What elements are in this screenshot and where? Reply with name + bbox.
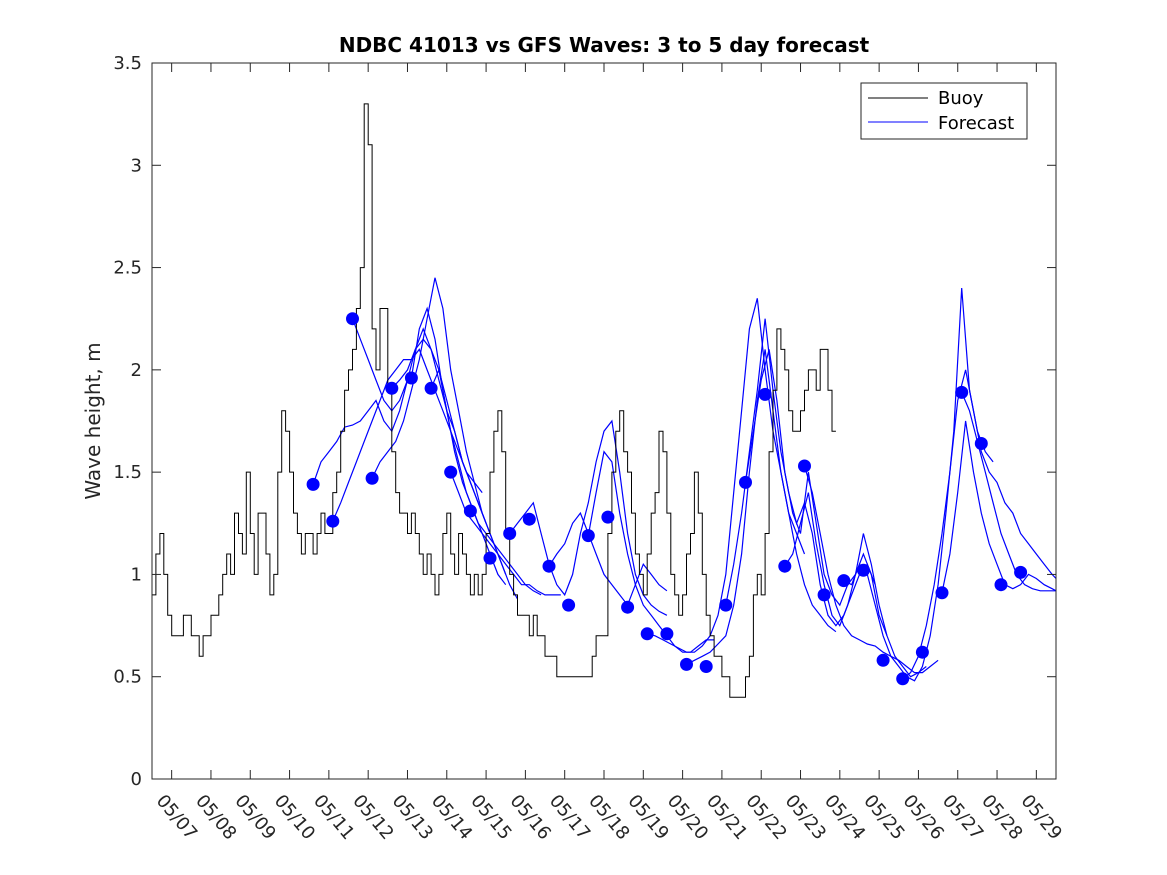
forecast-point-34 [974,437,988,450]
x-tick-label-9: 05/16 [506,791,555,844]
legend-forecast-label: Forecast [938,113,1014,134]
x-tick-label-20: 05/27 [938,791,987,844]
forecast-point-23 [758,387,772,401]
forecast-run-19 [941,420,1057,593]
y-tick-label-0: 0 [131,769,142,790]
forecast-point-31 [915,645,929,659]
forecast-point-21 [719,598,733,612]
forecast-point-9 [483,551,497,565]
x-axis-ticks: 05/0705/0805/0905/1005/1105/1205/1305/14… [152,63,1066,844]
y-axis-label: Wave height, m [81,342,105,499]
forecast-run-10 [587,450,715,653]
forecast-point-10 [503,527,517,540]
x-tick-label-22: 05/29 [1017,791,1066,844]
x-tick-label-14: 05/21 [702,791,751,844]
forecast-point-14 [581,529,595,543]
forecast-run-4 [391,338,519,600]
forecast-point-6 [424,381,438,395]
forecast-point-8 [463,504,477,518]
forecast-point-4 [385,381,399,395]
x-tick-label-21: 05/28 [977,791,1026,844]
forecast-point-7 [444,465,458,479]
forecast-point-15 [601,510,615,524]
y-tick-label-5: 2.5 [113,258,142,279]
forecast-point-35 [994,578,1008,592]
x-tick-label-5: 05/12 [348,791,397,844]
x-tick-label-7: 05/14 [427,791,476,844]
forecast-run-11 [647,298,806,653]
x-tick-label-16: 05/23 [781,791,830,844]
forecast-run-18 [902,369,1057,680]
x-tick-label-2: 05/09 [230,791,279,844]
plot-markers [306,312,1028,686]
forecast-point-33 [955,385,969,399]
forecast-run-8 [509,419,668,616]
forecast-point-28 [856,563,870,577]
forecast-point-26 [817,588,831,602]
y-tick-label-6: 3 [131,155,142,176]
forecast-point-25 [798,459,811,473]
forecast-point-32 [935,586,949,600]
forecast-point-3 [365,471,379,485]
forecast-point-36 [1014,565,1028,579]
x-tick-label-1: 05/08 [191,791,240,844]
x-tick-label-18: 05/25 [859,791,908,844]
forecast-point-29 [876,653,890,667]
forecast-point-24 [778,559,792,573]
forecast-run-12 [686,349,837,665]
x-tick-label-4: 05/11 [309,791,358,844]
x-tick-label-8: 05/15 [466,791,515,844]
forecast-point-27 [837,574,851,588]
y-tick-label-2: 1 [131,564,142,585]
y-tick-label-7: 3.5 [113,53,142,74]
x-tick-label-0: 05/07 [152,791,201,844]
legend-box [860,82,1028,140]
forecast-point-2 [346,312,359,326]
forecast-point-17 [640,627,654,641]
y-axis-ticks: 0 0.5 1 1.5 2 2.5 3 3.5 [113,53,1056,790]
forecast-point-5 [404,371,418,385]
y-tick-label-1: 0.5 [113,667,142,688]
plot-lines [152,103,1057,698]
legend-buoy-label: Buoy [938,88,984,109]
forecast-run-0 [312,379,409,485]
buoy-series-line [152,103,836,698]
forecast-point-11 [522,512,536,526]
forecast-run-14 [744,349,888,637]
forecast-point-18 [660,627,674,641]
x-tick-label-3: 05/10 [270,791,319,844]
y-tick-label-4: 2 [131,360,142,381]
forecast-run-1 [332,348,483,522]
y-tick-label-3: 1.5 [113,462,142,483]
forecast-point-13 [562,598,576,612]
x-tick-label-11: 05/18 [584,791,633,844]
forecast-point-12 [542,559,556,573]
forecast-run-13 [725,318,876,627]
forecast-point-0 [306,477,320,491]
forecast-point-16 [621,600,635,614]
forecast-run-16 [803,465,939,674]
forecast-point-22 [739,475,752,489]
x-tick-label-13: 05/20 [663,791,712,844]
x-tick-label-15: 05/22 [741,791,790,844]
forecast-point-1 [326,514,340,528]
x-tick-label-17: 05/24 [820,791,869,844]
x-tick-label-12: 05/19 [623,791,672,844]
forecast-point-19 [680,657,693,671]
legend: Buoy Forecast [860,82,1028,140]
forecast-point-30 [896,672,910,686]
forecast-run-17 [843,287,994,682]
x-tick-label-10: 05/17 [545,791,594,844]
forecast-point-20 [699,660,713,673]
x-tick-label-6: 05/13 [388,791,437,844]
x-tick-label-19: 05/26 [899,791,948,844]
chart-title: NDBC 41013 vs GFS Waves: 3 to 5 day fore… [339,33,870,57]
